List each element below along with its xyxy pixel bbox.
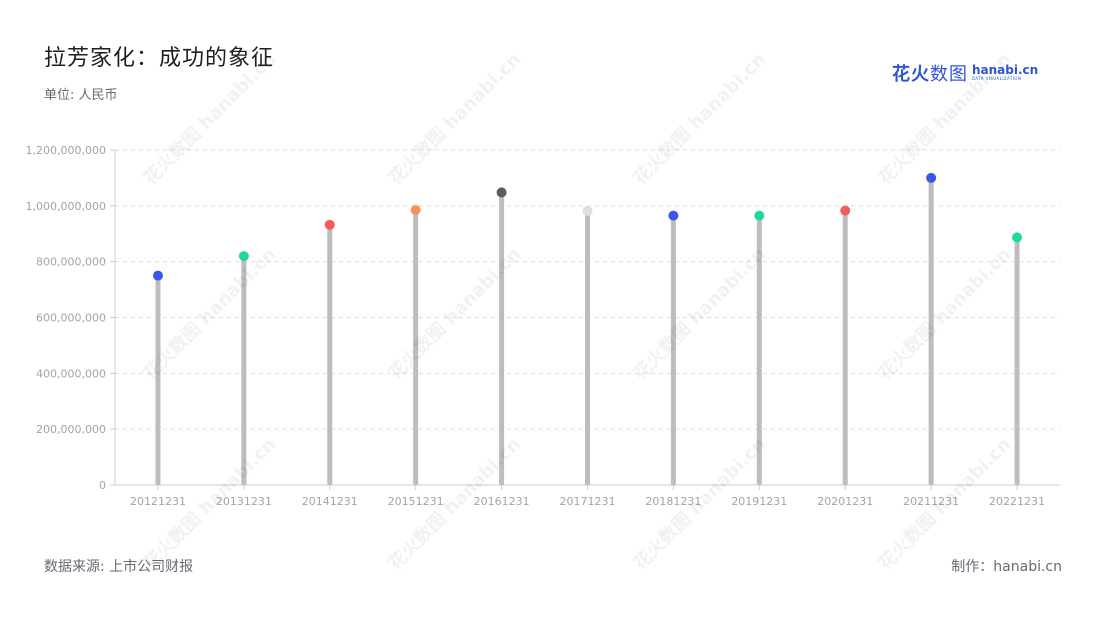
y-tick-label: 200,000,000 xyxy=(36,423,106,436)
x-tick-label: 20161231 xyxy=(474,495,530,508)
logo-cn-text: 花火数图 xyxy=(892,64,968,85)
y-tick-label: 800,000,000 xyxy=(36,256,106,269)
stem-layer xyxy=(155,177,1020,485)
logo-en-text: hanabi.cn xyxy=(972,63,1039,77)
hanabi-logo: 花火数图 hanabi.cn DATA VISUALIZATION xyxy=(892,60,1038,86)
lollipop-point xyxy=(582,205,593,216)
lollipop-point xyxy=(926,172,937,183)
lollipop-point xyxy=(152,270,163,281)
y-tick-label: 1,000,000,000 xyxy=(26,200,106,213)
x-axis: 20121231 20131231 20141231 20151231 20161231… xyxy=(115,484,1060,508)
chart-title: 拉芳家化：成功的象征 xyxy=(44,46,275,71)
credit-label: 制作：hanabi.cn xyxy=(951,559,1062,575)
logo-sub-text: DATA VISUALIZATION xyxy=(972,76,1022,81)
x-tick-label: 20181231 xyxy=(645,495,701,508)
y-tick-label: 0 xyxy=(99,479,106,492)
x-tick-label: 20151231 xyxy=(388,495,444,508)
x-tick-label: 20191231 xyxy=(731,495,787,508)
x-tick-label: 20121231 xyxy=(130,495,186,508)
logo-en-block: hanabi.cn DATA VISUALIZATION xyxy=(972,64,1038,82)
lollipop-point xyxy=(410,205,421,216)
lollipop-point xyxy=(238,251,249,262)
x-tick-label: 20211231 xyxy=(903,495,959,508)
lollipop-point xyxy=(840,205,851,216)
dot-layer xyxy=(152,172,1023,281)
lollipop-point xyxy=(668,210,679,221)
x-tick-label: 20141231 xyxy=(302,495,358,508)
x-tick-label: 20221231 xyxy=(989,495,1045,508)
data-source-label: 数据来源: 上市公司财报 xyxy=(44,559,194,575)
x-tick-label: 20201231 xyxy=(817,495,873,508)
lollipop-point xyxy=(324,219,335,230)
y-tick-label: 400,000,000 xyxy=(36,367,106,380)
lollipop-point xyxy=(496,187,507,198)
y-tick-label: 600,000,000 xyxy=(36,312,106,325)
x-tick-label: 20171231 xyxy=(560,495,616,508)
lollipop-point xyxy=(1012,232,1023,243)
lollipop-point xyxy=(754,210,765,221)
x-tick-label: 20131231 xyxy=(216,495,272,508)
y-axis: 0 200,000,000 400,000,000 600,000,000 800,00… xyxy=(26,144,116,492)
unit-label: 单位: 人民币 xyxy=(44,88,118,103)
y-tick-label: 1,200,000,000 xyxy=(26,144,106,157)
